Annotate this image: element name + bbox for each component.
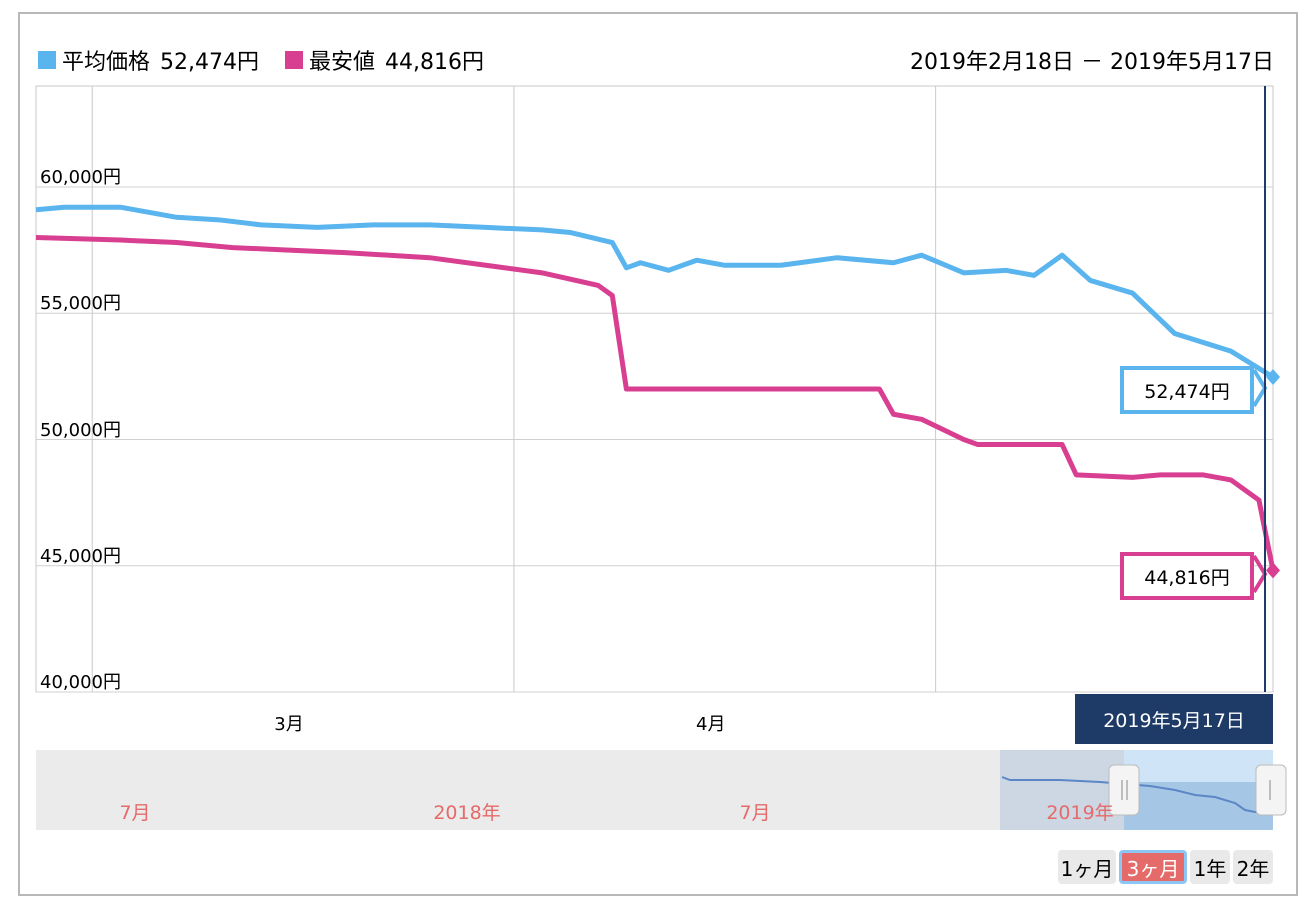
avg-callout: 52,474円 [1120,366,1254,414]
range-button[interactable]: 2年 [1233,850,1273,884]
avg-price-line-end-marker [1266,369,1280,386]
avg-value: 52,474円 [160,50,259,75]
y-tick-label: 40,000円 [40,672,121,693]
navigator-label: 7月 [739,802,771,824]
date-range: 2019年2月18日 － 2019年5月17日 [910,50,1274,75]
navigator-label: 2019年 [1046,802,1114,824]
chart-frame [18,12,1298,896]
avg-price-line [35,204,1275,380]
navigator-label: 7月 [119,802,151,824]
range-button[interactable]: 3ヶ月 [1119,850,1187,884]
min-callout-pointer [1252,554,1268,594]
min-price-line [35,235,1276,571]
navigator-label: 2018年 [433,802,501,824]
min-callout: 44,816円 [1120,552,1254,600]
avg-swatch [38,51,56,69]
range-button[interactable]: 1年 [1190,850,1230,884]
y-tick-label: 50,000円 [40,419,121,441]
min-value: 44,816円 [385,50,484,75]
y-tick-label: 55,000円 [40,293,121,315]
range-button[interactable]: 1ヶ月 [1058,850,1116,884]
avg-label: 平均価格 [62,50,151,75]
min-swatch [285,51,303,69]
legend-item-avg[interactable]: 平均価格 52,474円 [38,44,259,76]
x-tick-label: 3月 [274,714,304,735]
min-price-line-end-marker [1266,562,1280,579]
x-tick-label: 4月 [695,714,726,735]
legend: 平均価格 52,474円 最安値 44,816円 [38,44,510,76]
cursor-date-label: 2019年5月17日 [1075,694,1273,744]
y-tick-label: 45,000円 [40,545,121,567]
avg-callout-pointer [1252,368,1268,408]
min-label: 最安値 [309,50,376,75]
legend-item-min[interactable]: 最安値 44,816円 [285,44,484,76]
y-tick-label: 60,000円 [40,167,121,188]
